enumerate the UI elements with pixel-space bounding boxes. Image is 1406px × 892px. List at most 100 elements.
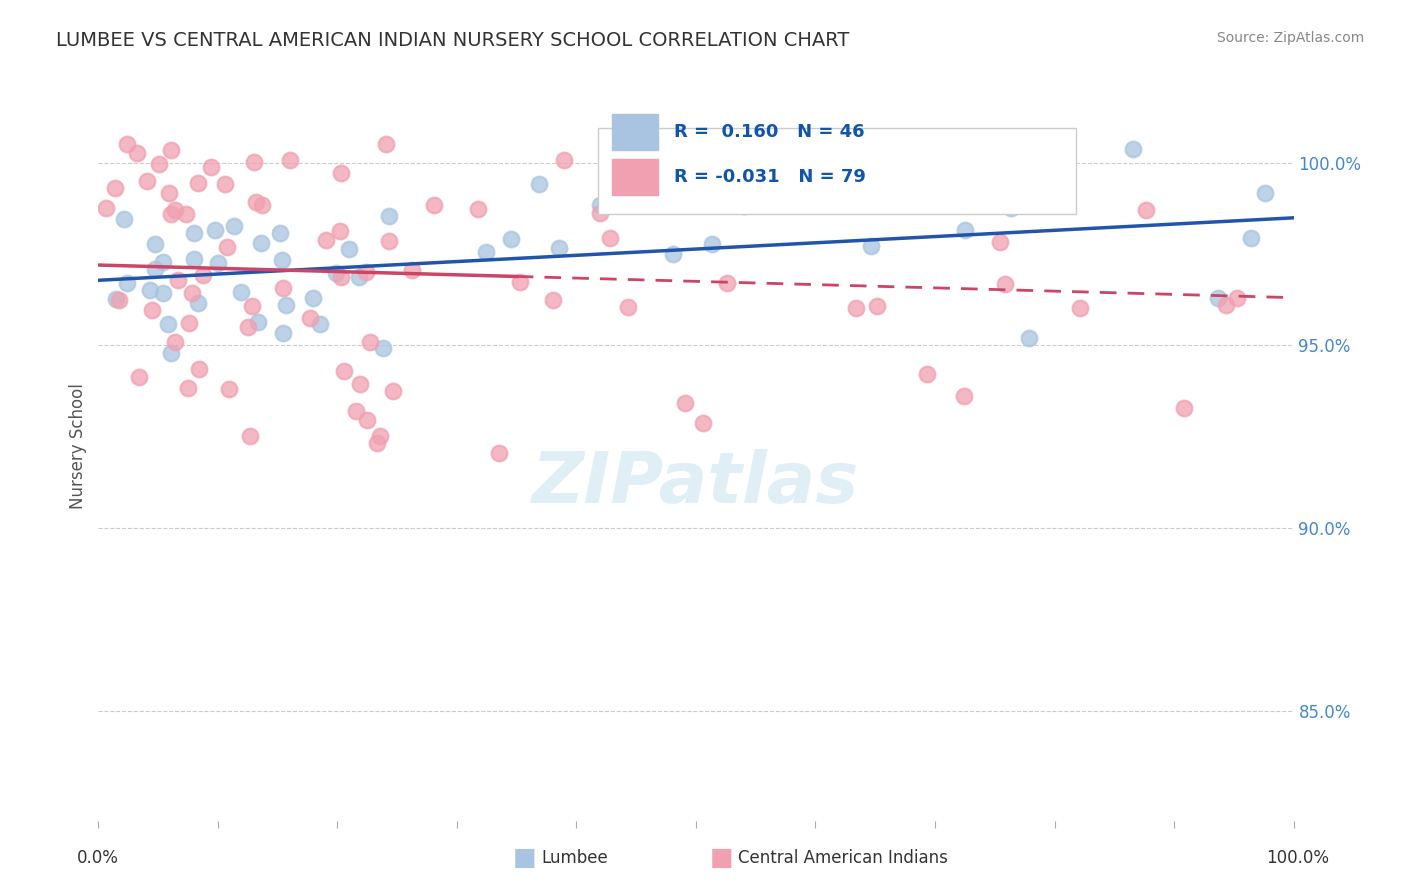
Point (204, 223, 226, 237)
Point (354, 265, 377, 279)
Point (366, 436, 388, 450)
Point (1254, 186, 1277, 200)
Point (179, 316, 201, 330)
FancyBboxPatch shape (613, 114, 658, 150)
Point (988, 235, 1011, 249)
Point (382, 384, 405, 398)
Text: Source: ZipAtlas.com: Source: ZipAtlas.com (1216, 31, 1364, 45)
Point (181, 286, 204, 301)
Point (160, 143, 183, 157)
Point (375, 137, 398, 152)
Point (1226, 291, 1249, 305)
Point (1000, 201, 1022, 215)
Point (105, 292, 128, 306)
Point (553, 153, 575, 167)
Point (299, 311, 322, 326)
Point (1206, 292, 1229, 306)
Text: Central American Indians: Central American Indians (738, 849, 948, 867)
Point (163, 202, 186, 217)
Point (599, 231, 621, 245)
Point (218, 382, 240, 396)
Point (243, 155, 266, 169)
Point (167, 273, 190, 287)
Point (527, 177, 550, 191)
Point (1018, 331, 1040, 345)
Point (333, 364, 356, 378)
Point (215, 240, 238, 254)
Point (692, 417, 714, 431)
Point (245, 194, 267, 209)
Point (141, 302, 163, 317)
Text: 100.0%: 100.0% (1265, 849, 1329, 867)
Point (953, 389, 976, 403)
Point (488, 446, 510, 460)
Point (143, 261, 166, 276)
Point (589, 206, 612, 220)
Point (115, 137, 138, 152)
Point (152, 285, 174, 300)
Point (302, 291, 325, 305)
Point (246, 315, 269, 329)
Point (356, 413, 378, 427)
Point (271, 281, 294, 295)
Point (236, 319, 259, 334)
Point (274, 298, 297, 312)
Point (845, 301, 868, 315)
Point (673, 396, 696, 410)
Point (177, 381, 200, 395)
Point (108, 293, 131, 308)
Point (96, 202, 118, 216)
Point (139, 283, 162, 297)
Point (325, 266, 347, 280)
Point (543, 293, 565, 308)
Point (115, 276, 138, 290)
Point (733, 199, 755, 213)
Point (156, 317, 179, 331)
Point (344, 403, 367, 417)
Point (1069, 301, 1091, 315)
Point (588, 198, 610, 212)
Point (329, 269, 352, 284)
Text: LUMBEE VS CENTRAL AMERICAN INDIAN NURSERY SCHOOL CORRELATION CHART: LUMBEE VS CENTRAL AMERICAN INDIAN NURSER… (56, 31, 849, 50)
Point (347, 270, 370, 285)
Point (467, 202, 489, 217)
Point (271, 252, 294, 267)
Text: ■: ■ (710, 847, 734, 870)
Point (337, 242, 360, 256)
Point (548, 241, 571, 255)
Point (309, 318, 332, 332)
Point (271, 326, 294, 341)
Point (1005, 172, 1028, 186)
Point (700, 236, 723, 251)
Point (125, 145, 148, 160)
Point (814, 192, 837, 206)
Point (1173, 401, 1195, 415)
Point (159, 186, 181, 200)
Text: Lumbee: Lumbee (541, 849, 607, 867)
FancyBboxPatch shape (598, 128, 1076, 214)
Point (993, 277, 1015, 291)
Point (152, 254, 174, 268)
Point (224, 219, 246, 234)
Point (359, 334, 381, 349)
Point (160, 345, 183, 359)
Point (112, 211, 135, 226)
Point (193, 268, 215, 283)
FancyBboxPatch shape (613, 159, 658, 195)
Point (207, 256, 229, 270)
Point (378, 234, 401, 248)
Point (135, 174, 157, 188)
Point (716, 276, 738, 290)
Point (186, 176, 208, 190)
Point (422, 197, 444, 211)
Point (148, 157, 170, 171)
Point (509, 275, 531, 289)
Point (860, 238, 883, 252)
Point (915, 367, 938, 381)
Point (315, 233, 337, 247)
Point (617, 300, 640, 314)
Point (329, 224, 352, 238)
Point (174, 207, 197, 221)
Point (252, 198, 274, 212)
Point (662, 247, 685, 261)
